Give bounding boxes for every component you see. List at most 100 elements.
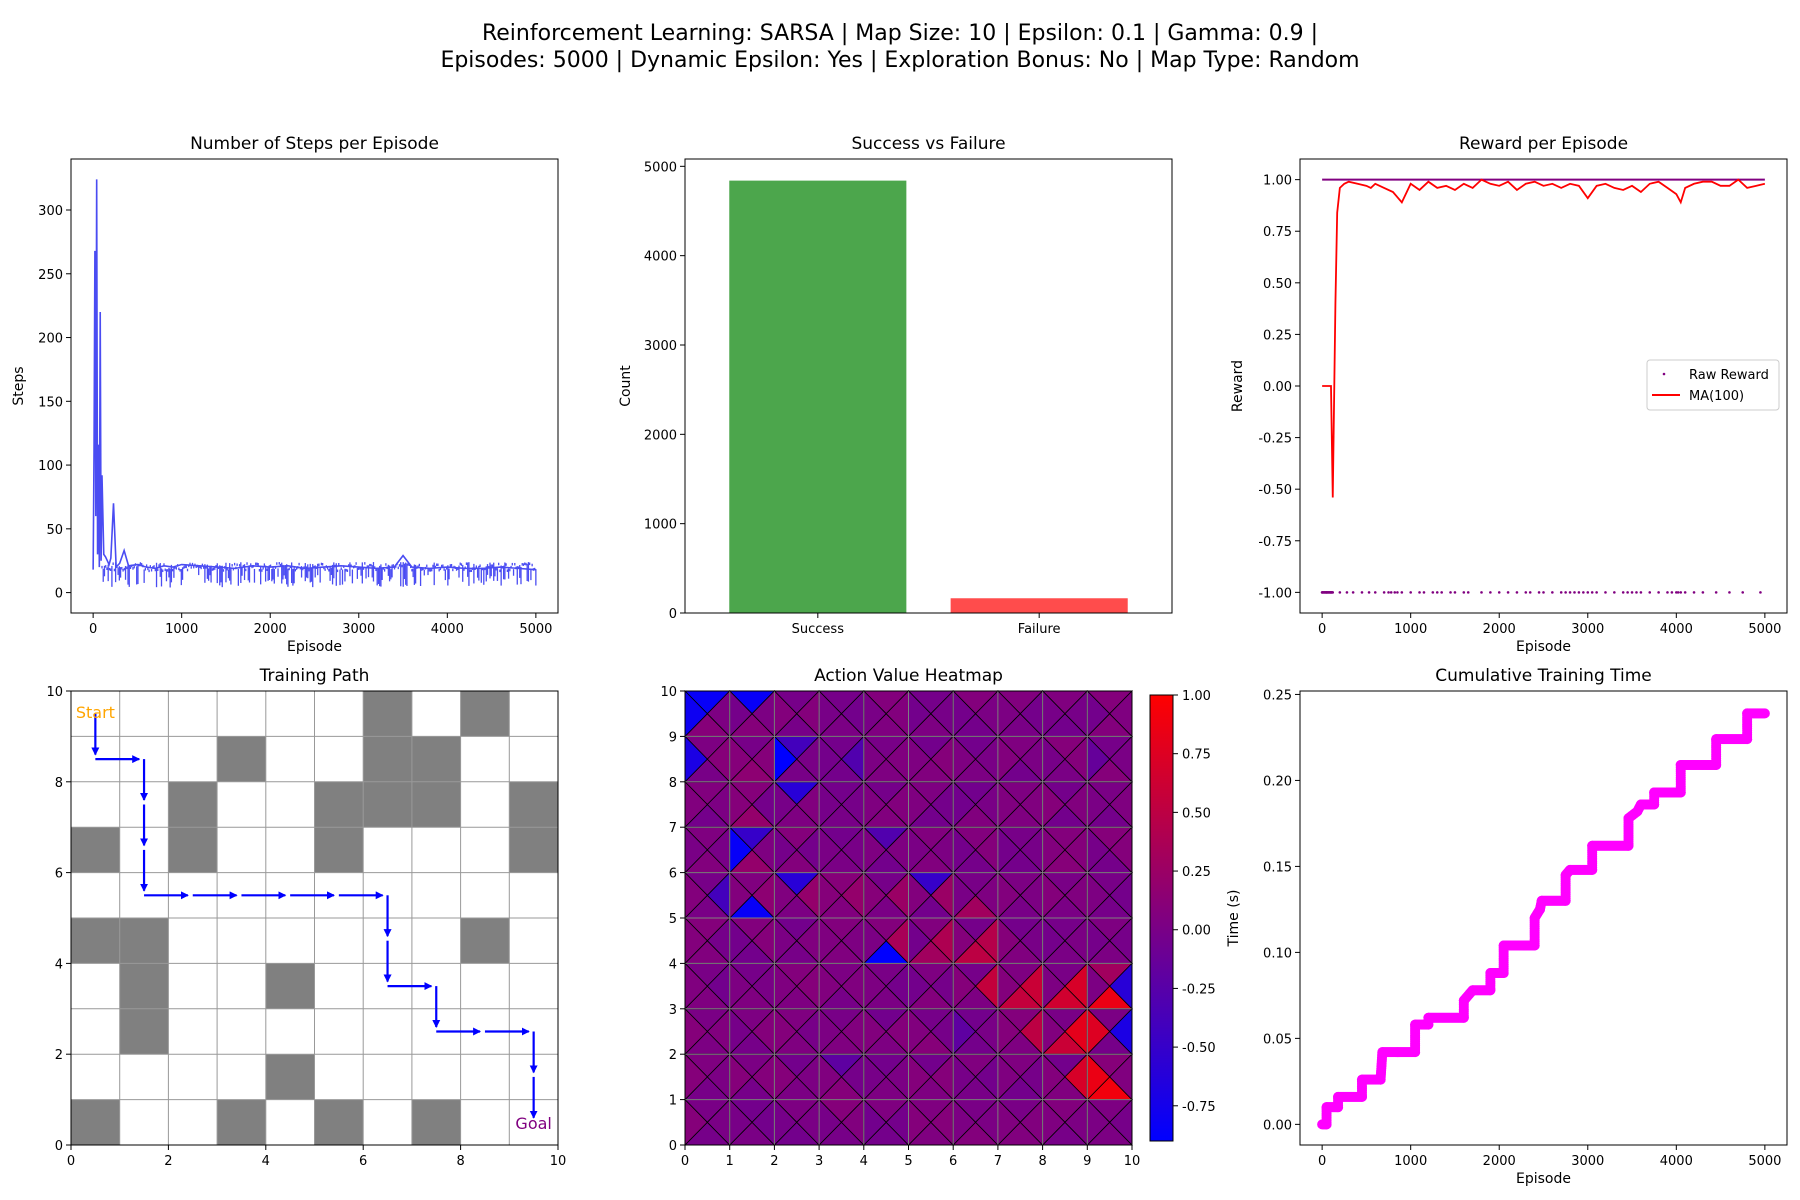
raw-reward-failure-point — [1683, 591, 1687, 594]
y-tick-label: 1 — [669, 1094, 677, 1109]
raw-reward-failure-point — [1331, 591, 1335, 594]
y-tick-label: 3 — [669, 1003, 677, 1018]
heatmap-chart: Action Value Heatmap 0 1 2 3 4 5 6 7 8 9 10 0 1 2 3 4 5 6 7… — [660, 666, 1215, 1169]
colorbar-tick-label: 0.25 — [1182, 865, 1211, 880]
axes-frame — [684, 158, 1173, 614]
chart-title: Number of Steps per Episode — [190, 134, 439, 154]
x-axis-label: Episode — [1516, 1171, 1571, 1187]
y-tick-label: 4000 — [644, 250, 677, 265]
raw-reward-failure-point — [1714, 591, 1718, 594]
y-tick-label: 0.50 — [1263, 277, 1292, 292]
raw-reward-failure-point — [1373, 591, 1377, 594]
obstacle-cell — [119, 963, 169, 1009]
x-axis-label: Episode — [1516, 639, 1571, 655]
bar-category-label: Success — [792, 622, 845, 637]
chart-title: Training Path — [259, 666, 370, 686]
y-tick-label: 0.20 — [1263, 774, 1292, 789]
y-tick-label: 6 — [55, 867, 63, 882]
legend-label-ma: MA(100) — [1689, 389, 1744, 404]
x-tick-label: 0 — [67, 1154, 75, 1169]
raw-reward-failure-point — [1692, 591, 1696, 594]
raw-reward-failure-point — [1635, 591, 1638, 594]
obstacle-cell — [168, 781, 218, 828]
x-tick-label: 5 — [904, 1154, 912, 1169]
chart-title: Reward per Episode — [1459, 134, 1628, 154]
reward-chart: Reward per Episode 0 1000 2000 3000 4000 5000 -… — [1230, 134, 1788, 655]
raw-reward-failure-point — [1351, 591, 1355, 594]
obstacle-cell — [509, 827, 558, 873]
x-tick-label: 10 — [550, 1154, 567, 1169]
y-tick-label: 8 — [669, 776, 677, 791]
figure-title: Reinforcement Learning: SARSA | Map Size… — [0, 20, 1800, 74]
obstacle-cell — [363, 691, 412, 737]
raw-reward-failure-point — [1573, 591, 1576, 594]
raw-reward-failure-point — [1360, 591, 1364, 594]
x-tick-label: 1 — [726, 1154, 734, 1169]
x-tick-label: 5000 — [519, 622, 552, 637]
raw-reward-failure-point — [1568, 591, 1572, 594]
raw-reward-failure-point — [1741, 591, 1745, 594]
obstacle-cell — [119, 918, 169, 964]
y-tick-label: 200 — [38, 332, 63, 347]
x-tick-label: 4000 — [1660, 622, 1693, 637]
legend: Raw Reward MA(100) — [1646, 359, 1780, 411]
y-axis-label: Time (s) — [1226, 890, 1242, 948]
y-tick-label: 0 — [55, 1139, 63, 1154]
x-tick-label: 9 — [1083, 1154, 1091, 1169]
time-point — [1759, 708, 1770, 719]
legend-label-raw-reward: Raw Reward — [1689, 368, 1769, 383]
obstacle-cell — [509, 781, 558, 828]
y-tick-label: 0.05 — [1263, 1032, 1292, 1047]
y-tick-label: 0 — [669, 607, 677, 622]
x-tick-label: 2000 — [1483, 1154, 1516, 1169]
y-tick-label: 0.10 — [1263, 946, 1292, 961]
obstacle-cell — [217, 736, 266, 782]
obstacle-cell — [363, 736, 412, 782]
bar-failure — [950, 598, 1128, 613]
axes-frame — [70, 158, 559, 614]
x-tick-label: 3000 — [1571, 622, 1604, 637]
x-tick-label: 2 — [770, 1154, 778, 1169]
bar-category-label: Failure — [1018, 622, 1061, 637]
raw-reward-failure-point — [1551, 591, 1554, 594]
y-tick-label: 2 — [55, 1048, 63, 1063]
x-tick-label: 2000 — [254, 622, 287, 637]
colorbar-tick-label: -0.75 — [1182, 1100, 1216, 1115]
raw-reward-failure-point — [1676, 591, 1680, 594]
raw-reward-failure-point — [1367, 591, 1371, 594]
raw-reward-failure-point — [1670, 591, 1674, 594]
raw-reward-failure-point — [1564, 591, 1567, 594]
x-tick-label: 4000 — [431, 622, 464, 637]
raw-reward-failure-point — [1595, 591, 1598, 594]
raw-reward-failure-point — [1440, 591, 1443, 594]
y-tick-label: 2000 — [644, 428, 677, 443]
axes-frame — [684, 690, 1133, 1146]
figure-title-line2: Episodes: 5000 | Dynamic Epsilon: Yes | … — [440, 48, 1360, 73]
legend-marker-raw-reward — [1662, 372, 1666, 376]
obstacle-cell — [265, 1054, 315, 1100]
x-tick-label: 0 — [1318, 622, 1326, 637]
y-tick-label: 7 — [669, 821, 677, 836]
figure-title-line1: Reinforcement Learning: SARSA | Map Size… — [481, 21, 1319, 46]
y-tick-label: 10 — [660, 685, 677, 700]
raw-reward-failure-point — [1393, 591, 1397, 594]
x-tick-label: 2 — [164, 1154, 172, 1169]
x-tick-label: 4000 — [1660, 1154, 1693, 1169]
y-tick-label: 4 — [55, 957, 63, 972]
legend-box — [1646, 359, 1780, 411]
raw-reward-failure-point — [1728, 591, 1731, 594]
time-chart: Cumulative Training Time 0 1000 2000 3000 400… — [1226, 666, 1788, 1187]
raw-reward-failure-point — [1621, 591, 1625, 594]
raw-reward-failure-point — [1435, 591, 1439, 594]
y-tick-label: 10 — [46, 685, 63, 700]
raw-reward-failure-point — [1506, 591, 1510, 594]
y-tick-label: 2 — [669, 1048, 677, 1063]
x-tick-label: 3 — [815, 1154, 823, 1169]
colorbar-tick-label: 0.50 — [1182, 806, 1211, 821]
colorbar-tick-label: 1.00 — [1182, 689, 1211, 704]
raw-reward-failure-point — [1389, 591, 1393, 594]
raw-reward-failure-point — [1542, 591, 1545, 594]
raw-reward-failure-point — [1387, 591, 1390, 594]
raw-reward-failure-point — [1626, 591, 1629, 594]
x-tick-label: 5000 — [1748, 1154, 1781, 1169]
